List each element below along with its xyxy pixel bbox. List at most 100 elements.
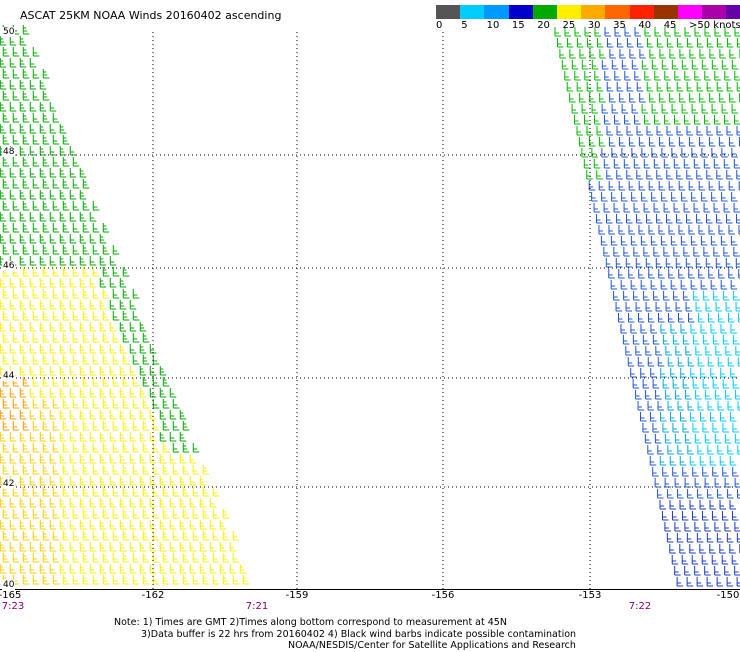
wind-barb [83, 575, 89, 584]
wind-barb [664, 203, 670, 212]
wind-barb [130, 410, 136, 419]
wind-barb [213, 509, 219, 518]
wind-barb [661, 236, 667, 245]
wind-barb [661, 368, 667, 377]
wind-barb [50, 564, 56, 573]
wind-barb [180, 542, 186, 551]
color-swatch [557, 5, 581, 19]
wind-barb [720, 412, 726, 421]
wind-barb [10, 102, 16, 111]
wind-barb [93, 311, 99, 320]
wind-barb [103, 443, 109, 452]
wind-barb [30, 476, 36, 485]
wind-barb [582, 60, 588, 69]
wind-barb [20, 322, 26, 331]
wind-barb [0, 388, 6, 397]
wind-barb [10, 410, 16, 419]
wind-barb [90, 476, 96, 485]
wind-barb [660, 456, 666, 465]
wind-barb [60, 300, 66, 309]
wind-barb [163, 509, 169, 518]
wind-barb [584, 159, 590, 168]
wind-barb [40, 564, 46, 573]
wind-barb [93, 487, 99, 496]
wind-barb [13, 113, 19, 122]
wind-barb [23, 69, 29, 78]
wind-barb [63, 289, 69, 298]
wind-barb [646, 390, 652, 399]
wind-barb [731, 368, 737, 377]
wind-barb [717, 38, 723, 47]
wind-barb [732, 555, 738, 564]
wind-barb [130, 542, 136, 551]
wind-barb [674, 247, 680, 256]
wind-barb [688, 313, 694, 322]
wind-barb [0, 190, 6, 199]
wind-barb [698, 489, 704, 498]
wind-barb [53, 223, 59, 232]
wind-barb [143, 355, 149, 364]
wind-barb [707, 170, 713, 179]
wind-barb [73, 311, 79, 320]
wind-barb [23, 311, 29, 320]
wind-barb [123, 399, 129, 408]
wind-barb [709, 137, 715, 146]
wind-barb [575, 115, 581, 124]
wind-barb [706, 302, 712, 311]
wind-barb [0, 564, 6, 573]
wind-barb [668, 313, 674, 322]
wind-barb [689, 137, 695, 146]
wind-barb [572, 60, 578, 69]
wind-barb [213, 553, 219, 562]
wind-barb [697, 126, 703, 135]
wind-barb [602, 104, 608, 113]
wind-barb [140, 542, 146, 551]
wind-barb [706, 258, 712, 267]
wind-barb [20, 476, 26, 485]
wind-barb [677, 126, 683, 135]
wind-barb [693, 335, 699, 344]
wind-barb [193, 553, 199, 562]
wind-barb [60, 520, 66, 529]
wind-barb [30, 124, 36, 133]
wind-barb [729, 269, 735, 278]
wind-barb [642, 192, 648, 201]
wind-barb [702, 555, 708, 564]
wind-barb [70, 212, 76, 221]
wind-barb [170, 520, 176, 529]
wind-barb [73, 245, 79, 254]
wind-barb [650, 49, 656, 58]
wind-barb [100, 542, 106, 551]
wind-barb [735, 434, 740, 443]
wind-barb [210, 498, 216, 507]
wind-barb [702, 60, 708, 69]
wind-barb [678, 445, 684, 454]
wind-barb [715, 434, 721, 443]
wind-barb [133, 553, 139, 562]
wind-barb [63, 575, 69, 584]
wind-barb [10, 300, 16, 309]
wind-barb [689, 181, 695, 190]
wind-barb [618, 313, 624, 322]
wind-barb [3, 443, 9, 452]
wind-barb [70, 410, 76, 419]
wind-barb [735, 478, 740, 487]
wind-barb [667, 82, 673, 91]
wind-barb [53, 289, 59, 298]
wind-barb [721, 280, 727, 289]
wind-barb [53, 201, 59, 210]
wind-barb [33, 135, 39, 144]
wind-barb [40, 520, 46, 529]
wind-barb [93, 245, 99, 254]
wind-barb [650, 456, 656, 465]
wind-barb [133, 575, 139, 584]
wind-barb [3, 399, 9, 408]
wind-barb [53, 355, 59, 364]
wind-barb [722, 148, 728, 157]
wind-barb [183, 509, 189, 518]
wind-barb [666, 346, 672, 355]
wind-barb [113, 289, 119, 298]
wind-barb [40, 366, 46, 375]
wind-barb [200, 498, 206, 507]
